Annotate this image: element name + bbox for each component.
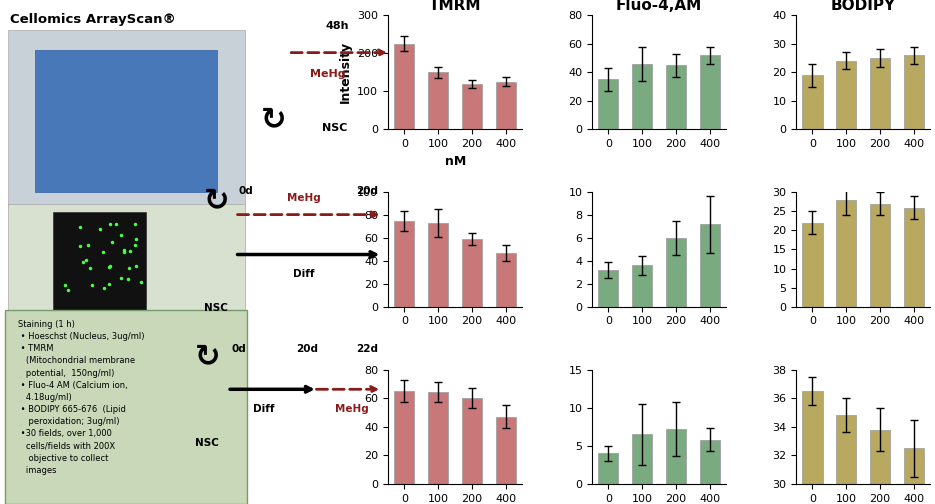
Bar: [462, 84, 482, 130]
Text: NSC: NSC: [195, 437, 219, 448]
Bar: [666, 429, 686, 484]
Bar: [395, 44, 414, 130]
Text: ↻: ↻: [261, 105, 287, 134]
Text: Diff: Diff: [293, 270, 314, 280]
Bar: [700, 55, 720, 130]
FancyBboxPatch shape: [36, 50, 217, 192]
Text: 48h: 48h: [326, 21, 350, 31]
Bar: [836, 200, 856, 306]
Text: Cellomics ArrayScan®: Cellomics ArrayScan®: [10, 13, 176, 26]
Bar: [632, 64, 653, 130]
Bar: [496, 417, 516, 484]
Bar: [836, 61, 856, 130]
Bar: [870, 58, 890, 130]
Bar: [802, 223, 823, 306]
Bar: [428, 223, 449, 306]
Text: 22d: 22d: [356, 344, 378, 354]
FancyBboxPatch shape: [53, 212, 147, 310]
Bar: [598, 270, 618, 306]
Bar: [496, 253, 516, 306]
FancyBboxPatch shape: [7, 30, 245, 207]
Title: BODIPY: BODIPY: [830, 0, 896, 13]
Bar: [632, 434, 653, 484]
Text: Staining (1 h)
 • Hoeschst (Nucleus, 3ug/ml)
 • TMRM
   (Mitochondrial membrane
: Staining (1 h) • Hoeschst (Nucleus, 3ug/…: [18, 320, 144, 475]
Text: 20d: 20d: [356, 186, 379, 197]
Text: MeHg: MeHg: [287, 193, 321, 203]
Bar: [904, 208, 924, 306]
Bar: [836, 415, 856, 504]
Text: 0d: 0d: [238, 186, 253, 197]
FancyBboxPatch shape: [5, 310, 248, 504]
Bar: [700, 224, 720, 306]
Bar: [904, 55, 924, 130]
Bar: [462, 398, 482, 484]
Bar: [462, 239, 482, 306]
FancyBboxPatch shape: [7, 204, 245, 315]
Text: Diff: Diff: [252, 404, 274, 414]
Bar: [666, 65, 686, 130]
Text: MeHg: MeHg: [309, 70, 345, 80]
Text: NSC: NSC: [204, 303, 227, 313]
Bar: [700, 439, 720, 484]
Text: ↻: ↻: [195, 343, 221, 371]
Bar: [870, 204, 890, 306]
Bar: [428, 393, 449, 484]
Bar: [598, 80, 618, 130]
Y-axis label: Intensity: Intensity: [338, 41, 352, 103]
X-axis label: nM: nM: [444, 155, 466, 168]
Title: TMRM: TMRM: [429, 0, 482, 13]
Bar: [598, 454, 618, 484]
Title: Fluo-4,AM: Fluo-4,AM: [616, 0, 702, 13]
Bar: [395, 221, 414, 306]
Text: 20d: 20d: [296, 344, 319, 354]
Bar: [666, 238, 686, 306]
Bar: [428, 72, 449, 130]
Bar: [802, 75, 823, 130]
Text: 0d: 0d: [231, 344, 246, 354]
Bar: [904, 448, 924, 504]
Bar: [802, 391, 823, 504]
Bar: [870, 429, 890, 504]
Bar: [496, 82, 516, 130]
Bar: [632, 266, 653, 306]
Text: NSC: NSC: [322, 122, 348, 133]
Text: ↻: ↻: [204, 187, 229, 216]
Text: MeHg: MeHg: [335, 404, 368, 414]
Bar: [395, 391, 414, 484]
